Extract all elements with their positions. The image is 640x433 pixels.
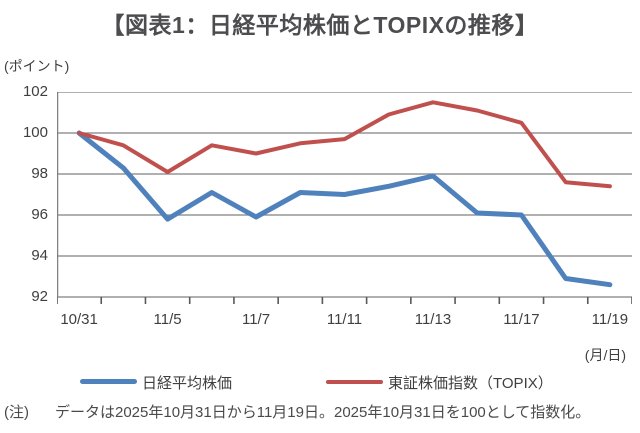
footnote-label: (注) bbox=[4, 404, 29, 421]
x-axis-tick-label: 11/5 bbox=[153, 311, 182, 328]
x-axis-tick-label: 11/13 bbox=[414, 311, 452, 328]
x-axis-tick-marks bbox=[57, 297, 632, 304]
series-lines bbox=[76, 100, 613, 288]
gridlines bbox=[57, 92, 632, 298]
topix-legend-label: 東証株価指数（TOPIX） bbox=[388, 375, 553, 392]
y-axis-tick-label: 100 bbox=[22, 124, 48, 141]
plot-area bbox=[57, 92, 632, 304]
figure-title: 【図表1：日経平均株価とTOPIXの推移】 bbox=[101, 12, 539, 38]
x-axis-tick-label: 11/17 bbox=[503, 311, 540, 328]
y-axis-tick-label: 102 bbox=[22, 83, 48, 100]
x-axis-tick-label: 11/7 bbox=[241, 311, 271, 328]
x-axis-unit-label: (月/日) bbox=[584, 347, 626, 363]
y-axis-unit-label: (ポイント) bbox=[4, 58, 70, 74]
x-axis-tick-label: 11/11 bbox=[326, 311, 363, 328]
x-axis-tick-label: 11/19 bbox=[591, 311, 629, 328]
topix-line-swatch bbox=[326, 380, 383, 384]
nikkei-line-swatch bbox=[80, 379, 137, 384]
y-axis-tick-label: 96 bbox=[31, 206, 48, 223]
footnote-text: データは2025年10月31日から11月19日。2025年10月31日を100と… bbox=[55, 404, 591, 421]
y-axis-tick-label: 94 bbox=[31, 247, 48, 264]
series-line-1 bbox=[77, 100, 612, 189]
y-axis-tick-label: 98 bbox=[31, 165, 48, 182]
series-line-0 bbox=[76, 130, 613, 288]
y-axis-tick-label: 92 bbox=[31, 288, 48, 305]
x-axis-tick-label: 10/31 bbox=[60, 311, 98, 328]
nikkei-legend-label: 日経平均株価 bbox=[142, 375, 233, 392]
